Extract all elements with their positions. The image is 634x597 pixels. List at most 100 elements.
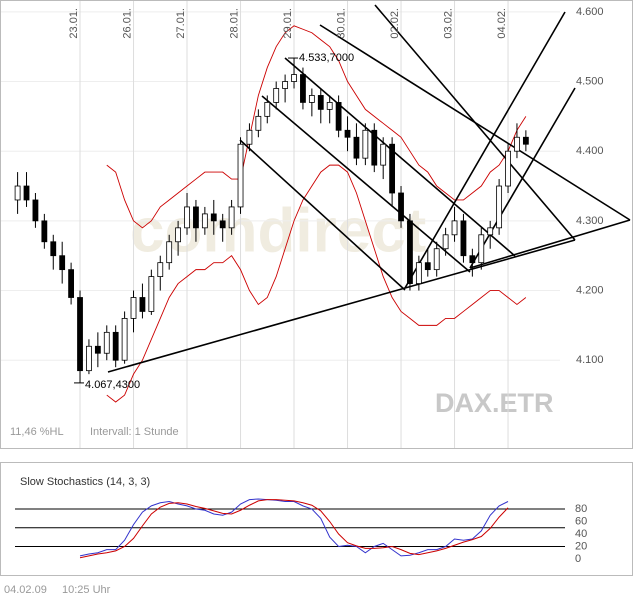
trendline (107, 239, 576, 373)
candle-body (273, 88, 280, 103)
x-tick-label: 04.02. (496, 8, 508, 39)
stochastic-line (79, 498, 509, 557)
candle-body (407, 220, 413, 284)
candle-body (121, 318, 128, 361)
candle-body (228, 206, 235, 229)
candle-body (14, 185, 21, 201)
candle-body (23, 185, 30, 201)
x-tick-label: 27.01. (175, 8, 187, 39)
candle-body (317, 95, 324, 110)
candle-body (371, 129, 378, 166)
candle-body (201, 213, 208, 229)
candle-body (112, 331, 119, 361)
stochastics-panel (0, 462, 633, 576)
candle-body (522, 136, 529, 145)
y-tick-label: 20 (575, 540, 587, 552)
candle-body (175, 227, 182, 243)
x-tick-label: 30.01. (335, 8, 347, 39)
candle-body (478, 234, 485, 264)
candle-body (415, 262, 422, 284)
candle-body (237, 143, 244, 208)
trendline (404, 11, 566, 289)
candle-body (130, 297, 137, 319)
candle-body (139, 297, 146, 312)
y-tick-label: 40 (575, 528, 587, 540)
candle-body (380, 143, 387, 166)
trendline (284, 57, 516, 257)
candle-body (326, 102, 333, 110)
candle-body (103, 331, 110, 354)
candle-body (50, 241, 57, 257)
footer-time: 10:25 Uhr (62, 584, 111, 596)
annotation: 4.067,4300 (85, 379, 140, 391)
candle-body (68, 269, 75, 298)
candle-body (389, 143, 396, 194)
trendline (239, 139, 406, 291)
candle-body (77, 297, 83, 372)
candle-body (451, 220, 458, 236)
candle-body (505, 150, 511, 187)
candle-body (184, 206, 190, 229)
band-line (106, 164, 527, 403)
candle-body (282, 81, 289, 89)
y-tick-label: 60 (575, 515, 587, 527)
trendline (469, 219, 631, 269)
candle-body (308, 95, 315, 103)
x-tick-label: 02.02. (389, 8, 401, 39)
candle-body (469, 255, 476, 264)
candle-body (86, 345, 92, 372)
candle-body (496, 185, 503, 229)
y-tick-label: 4.100 (576, 354, 604, 366)
candle-body (460, 220, 467, 257)
candle-body (433, 248, 440, 271)
candle-body (246, 129, 253, 145)
trendlines (107, 4, 631, 373)
stochastics-title: Slow Stochastics (14, 3, 3) (20, 476, 150, 488)
y-tick-label: 4.500 (576, 75, 604, 87)
candle-body (362, 129, 369, 159)
x-tick-label: 26.01. (121, 8, 133, 39)
candle-body (32, 199, 39, 222)
candle-body (210, 213, 217, 222)
y-tick-label: 4.400 (576, 145, 604, 157)
watermark: comdirect (130, 196, 426, 265)
candle-body (94, 345, 101, 354)
candle-body (424, 262, 431, 271)
x-tick-label: 28.01. (228, 8, 240, 39)
footer-date: 04.02.09 (4, 584, 47, 596)
candle-body (300, 74, 306, 103)
y-tick-label: 4.600 (576, 6, 604, 18)
candle-body (264, 102, 271, 117)
y-tick-label: 80 (575, 503, 587, 515)
trendline (374, 4, 576, 241)
y-tick-label: 0 (575, 553, 581, 565)
price-panel (0, 0, 633, 449)
candle-body (166, 241, 173, 264)
trendline (469, 87, 576, 269)
candle-body (353, 136, 360, 159)
candle-body (291, 74, 297, 82)
annotation: 4.533,7000 (299, 52, 354, 64)
candle-body (219, 220, 226, 229)
interval-label: Intervall: 1 Stunde (90, 426, 179, 438)
candle-body (514, 136, 520, 152)
candle-body (344, 129, 351, 138)
candle-body (41, 220, 48, 243)
candle-body (157, 262, 164, 278)
stochastic-line (79, 499, 509, 559)
y-tick-label: 4.200 (576, 284, 604, 296)
x-tick-label: 29.01. (282, 8, 294, 39)
trendline (261, 95, 471, 273)
candle-body (442, 234, 449, 250)
x-tick-label: 23.01. (68, 8, 80, 39)
candle-body (148, 276, 155, 312)
candle-body (193, 206, 199, 229)
y-tick-label: 4.300 (576, 215, 604, 227)
range-label: 11,46 %HL (10, 426, 64, 438)
candle-body (59, 255, 66, 271)
candle-body (398, 192, 404, 222)
x-tick-label: 03.02. (442, 8, 454, 39)
candle-body (487, 227, 494, 236)
symbol: DAX.ETR (435, 388, 554, 418)
